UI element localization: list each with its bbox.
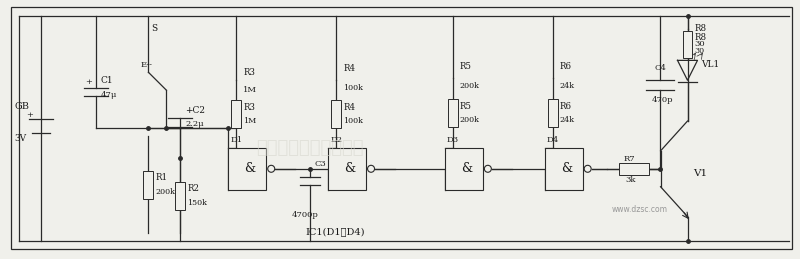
- Text: VL1: VL1: [702, 60, 720, 69]
- Bar: [548, 99, 558, 127]
- Text: +: +: [86, 78, 93, 86]
- Text: &: &: [561, 162, 572, 175]
- Text: S: S: [151, 24, 158, 33]
- Text: +C2: +C2: [186, 106, 206, 114]
- Text: GB: GB: [14, 102, 30, 111]
- Text: R3: R3: [243, 68, 255, 77]
- Text: 24k: 24k: [560, 82, 575, 90]
- Text: R6: R6: [560, 62, 572, 71]
- Text: 1M: 1M: [243, 86, 258, 94]
- Text: 150k: 150k: [187, 199, 207, 207]
- Bar: [682, 31, 693, 58]
- Bar: [228, 148, 266, 190]
- Circle shape: [367, 165, 374, 172]
- Bar: [445, 148, 483, 190]
- Text: D1: D1: [230, 136, 242, 144]
- Text: 100k: 100k: [343, 117, 363, 125]
- Text: D2: D2: [330, 136, 342, 144]
- Text: 3V: 3V: [14, 134, 26, 143]
- Bar: [231, 100, 242, 128]
- Text: &: &: [344, 162, 355, 175]
- Text: 4700p: 4700p: [292, 211, 319, 219]
- Circle shape: [268, 165, 274, 172]
- Text: D4: D4: [546, 136, 559, 144]
- Text: IC1(D1～D4): IC1(D1～D4): [305, 227, 365, 236]
- Text: 3k: 3k: [626, 176, 636, 184]
- Text: R5: R5: [460, 62, 472, 71]
- Text: R7: R7: [624, 155, 635, 163]
- Text: www.dzsc.com: www.dzsc.com: [611, 205, 667, 214]
- Text: 1M: 1M: [243, 117, 257, 125]
- Text: R6: R6: [560, 102, 572, 111]
- Text: 100k: 100k: [343, 84, 363, 92]
- Text: R8: R8: [694, 24, 706, 33]
- Text: 47μ: 47μ: [101, 91, 117, 99]
- Bar: [448, 99, 458, 127]
- Text: 杭州将睿科技有限公司: 杭州将睿科技有限公司: [257, 139, 364, 157]
- Text: C3: C3: [314, 160, 326, 168]
- Text: V1: V1: [694, 169, 708, 178]
- Text: 24k: 24k: [560, 116, 575, 124]
- Text: C4: C4: [654, 64, 666, 72]
- Circle shape: [584, 165, 591, 172]
- Text: R8: R8: [694, 33, 706, 42]
- Bar: [545, 148, 582, 190]
- Text: 2.2μ: 2.2μ: [186, 120, 204, 128]
- Text: R2: R2: [187, 184, 199, 193]
- Text: R4: R4: [343, 64, 355, 73]
- Text: 30: 30: [694, 47, 705, 55]
- Text: +: +: [26, 111, 34, 119]
- Circle shape: [484, 165, 491, 172]
- Text: C1: C1: [101, 76, 113, 85]
- Text: R5: R5: [460, 102, 472, 111]
- Text: &: &: [461, 162, 472, 175]
- Bar: [618, 163, 649, 175]
- Text: 200k: 200k: [460, 116, 480, 124]
- Text: 470p: 470p: [651, 96, 673, 104]
- Text: R3: R3: [243, 103, 255, 112]
- Bar: [143, 171, 154, 199]
- Text: 200k: 200k: [155, 188, 175, 196]
- Text: R1: R1: [155, 173, 167, 182]
- Text: D3: D3: [447, 136, 459, 144]
- Text: &: &: [244, 162, 255, 175]
- Text: E--: E--: [141, 61, 153, 69]
- Bar: [328, 148, 366, 190]
- Bar: [331, 100, 341, 128]
- Text: R4: R4: [343, 103, 355, 112]
- Text: 30: 30: [694, 40, 705, 48]
- Text: 200k: 200k: [460, 82, 480, 90]
- Bar: [175, 182, 186, 210]
